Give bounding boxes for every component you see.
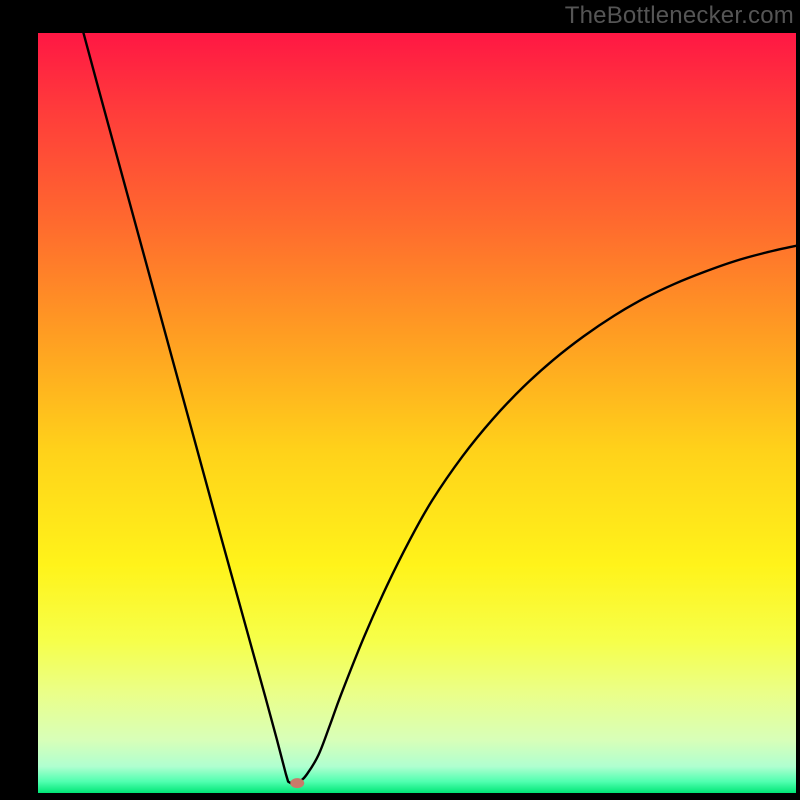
stage: TheBottlenecker.com [0, 0, 800, 800]
chart-background [38, 33, 796, 793]
watermark-text: TheBottlenecker.com [565, 0, 800, 30]
chart-plot-area [38, 33, 796, 793]
chart-svg [38, 33, 796, 793]
minimum-marker [290, 778, 304, 788]
